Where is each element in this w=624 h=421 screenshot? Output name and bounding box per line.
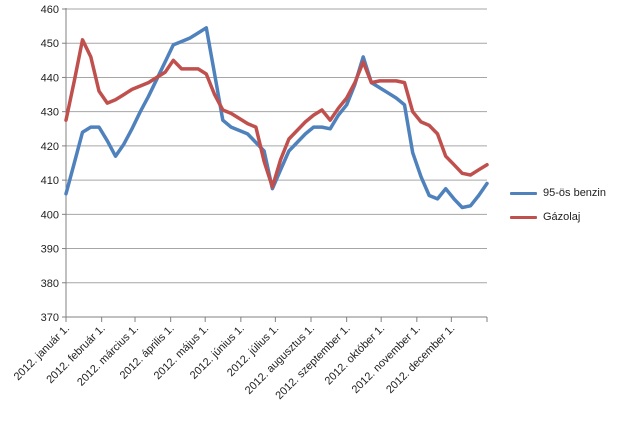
x-axis-label: 2012. december 1. (384, 323, 457, 396)
legend-label-benzin: 95-ös benzin (543, 187, 606, 199)
y-axis-label: 390 (41, 244, 59, 256)
y-axis-label: 410 (41, 175, 59, 187)
series-line-g-zolaj (64, 38, 489, 189)
legend-item-benzin: 95-ös benzin (510, 186, 606, 200)
chart-legend: 95-ös benzin Gázolaj (510, 186, 606, 224)
benzin-line-swatch (510, 191, 537, 195)
y-axis-label: 460 (41, 4, 59, 16)
gazolaj-line-swatch (510, 215, 537, 219)
y-axis-label: 420 (41, 141, 59, 153)
y-axis-label: 400 (41, 209, 59, 221)
y-axis-label: 370 (41, 312, 59, 324)
y-axis-label: 380 (41, 278, 59, 290)
x-axis-label: 2012. október 1. (323, 323, 388, 388)
y-axis-label: 450 (41, 38, 59, 50)
x-axis-label: 2012. március 1. (75, 323, 141, 389)
y-axis-label: 430 (41, 107, 59, 119)
y-axis-label: 440 (41, 72, 59, 84)
legend-item-gazolaj: Gázolaj (510, 210, 606, 224)
legend-label-gazolaj: Gázolaj (543, 211, 581, 223)
